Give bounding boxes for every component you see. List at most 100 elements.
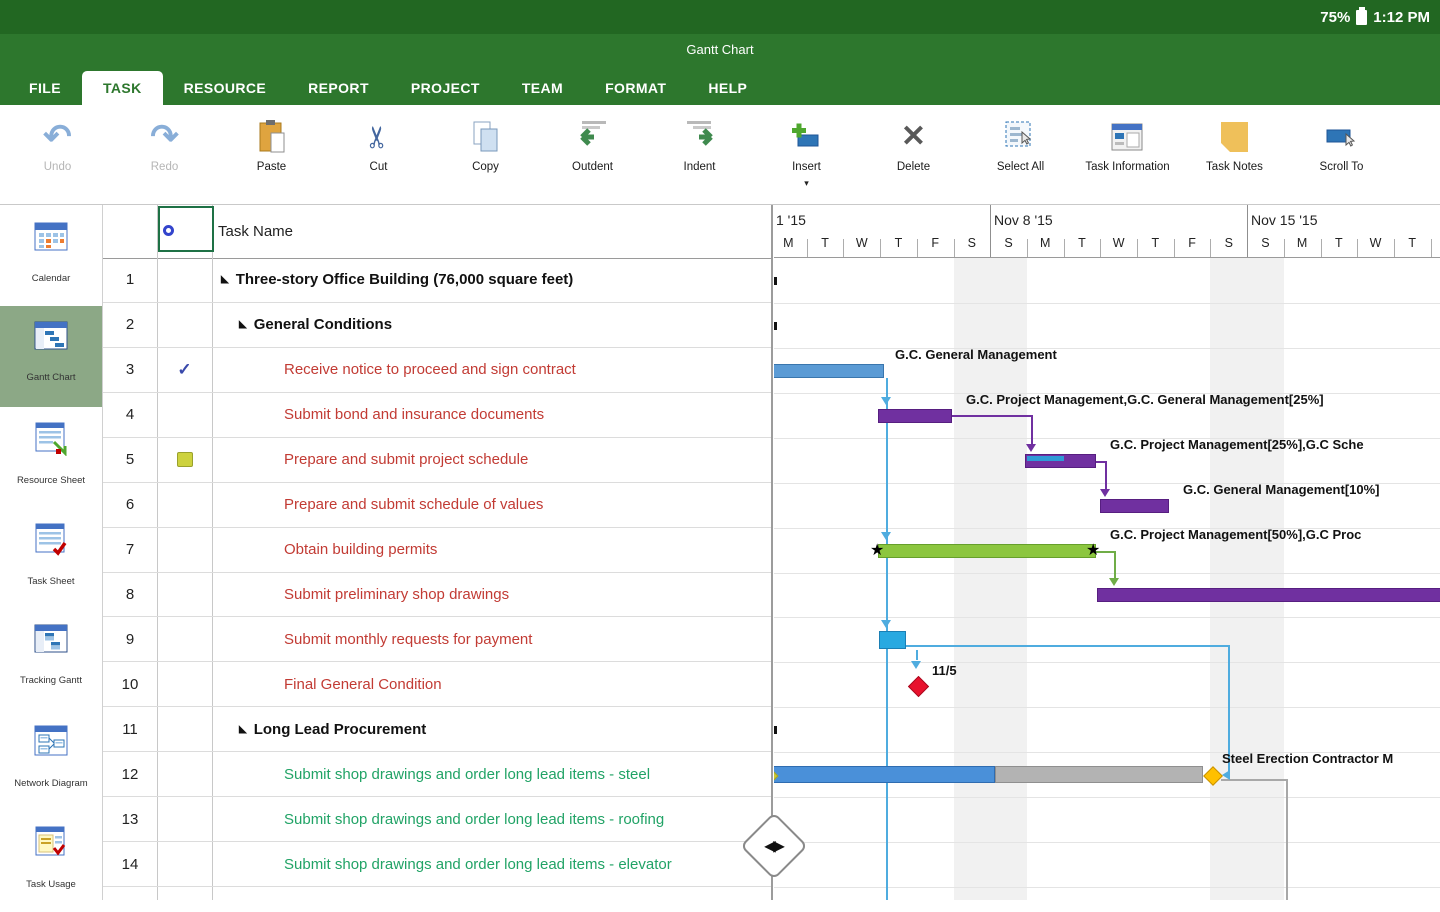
task-name-cell[interactable]: ◣ Long Lead Procurement [212, 707, 772, 751]
toolbar-button-delete[interactable]: ✕ Delete [860, 105, 967, 204]
task-name-cell[interactable]: Final General Condition [212, 662, 772, 706]
row-number[interactable]: 7 [125, 541, 135, 559]
task-name-cell[interactable]: Submit shop drawings and order long lead… [212, 797, 772, 841]
sidebar-item-tracking-gantt[interactable]: Tracking Gantt [0, 609, 102, 710]
menu-item-help[interactable]: HELP [708, 80, 748, 96]
task-bar[interactable] [878, 544, 1096, 558]
sidebar-item-task-sheet[interactable]: Task Sheet [0, 508, 102, 609]
summary-bar-stub[interactable] [774, 726, 777, 734]
table-row-13[interactable]: 13 Submit shop drawings and order long le… [103, 797, 772, 843]
summary-bar-stub[interactable] [774, 322, 777, 330]
sidebar-item-gantt-chart[interactable]: Gantt Chart [0, 306, 102, 407]
row-number[interactable]: 8 [125, 585, 135, 603]
indicator-cell[interactable] [157, 438, 212, 482]
menu-item-resource[interactable]: RESOURCE [183, 80, 267, 96]
row-number[interactable]: 5 [125, 451, 135, 469]
toolbar-button-undo[interactable]: ↶ Undo [4, 105, 111, 204]
row-number[interactable]: 4 [125, 406, 135, 424]
toolbar-button-select-all[interactable]: Select All [967, 105, 1074, 204]
task-name-cell[interactable]: Submit bond and insurance documents [212, 393, 772, 437]
table-row-4[interactable]: 4 Submit bond and insurance documents [103, 393, 772, 438]
toolbar-button-task-notes[interactable]: Task Notes [1181, 105, 1288, 204]
task-name-column-header[interactable]: Task Name [218, 223, 294, 240]
table-row-5[interactable]: 5 Prepare and submit project schedule [103, 438, 772, 483]
task-name-cell[interactable]: ◣ Three-story Office Building (76,000 squ… [212, 258, 772, 302]
table-row-3[interactable]: 3 ✓ Receive notice to proceed and sign con… [103, 348, 772, 393]
toolbar-button-task-information[interactable]: Task Information [1074, 105, 1181, 204]
table-row-10[interactable]: 10 Final General Condition [103, 662, 772, 708]
task-name-cell[interactable]: Submit shop drawings and order long lead… [212, 842, 772, 886]
table-row-9[interactable]: 9 Submit monthly requests for payment [103, 617, 772, 663]
task-bar[interactable] [878, 409, 952, 423]
toolbar-button-copy[interactable]: Copy [432, 105, 539, 204]
task-name-cell[interactable]: Submit preliminary shop drawings [212, 573, 772, 617]
progress-bar[interactable] [774, 766, 995, 783]
summary-bar-stub[interactable] [774, 277, 777, 285]
toolbar-button-cut[interactable]: ✂ Cut [325, 105, 432, 204]
indicator-cell[interactable] [157, 528, 212, 572]
indicator-cell[interactable] [157, 752, 212, 796]
indicator-cell[interactable] [157, 662, 212, 706]
menu-item-team[interactable]: TEAM [521, 80, 564, 96]
indicator-cell[interactable] [157, 707, 212, 751]
collapse-triangle-icon[interactable]: ◣ [221, 274, 229, 286]
indicator-cell[interactable] [157, 842, 212, 886]
toolbar-button-indent[interactable]: Indent [646, 105, 753, 204]
row-number[interactable]: 11 [122, 720, 138, 738]
collapse-triangle-icon[interactable]: ◣ [239, 319, 247, 331]
toolbar-button-redo[interactable]: ↷ Redo [111, 105, 218, 204]
table-row-11[interactable]: 11 ◣ Long Lead Procurement [103, 707, 772, 753]
row-number[interactable]: 6 [125, 496, 135, 514]
toolbar-button-paste[interactable]: Paste [218, 105, 325, 204]
row-number[interactable]: 3 [125, 361, 135, 379]
task-bar[interactable] [1100, 499, 1169, 513]
toolbar-button-outdent[interactable]: Outdent [539, 105, 646, 204]
task-bar[interactable] [879, 631, 906, 649]
table-row-1[interactable]: 1 ◣ Three-story Office Building (76,000 sq… [103, 258, 772, 303]
task-name-cell[interactable]: Submit monthly requests for payment [212, 617, 772, 661]
indicator-cell[interactable] [157, 483, 212, 527]
table-row-14[interactable]: 14 Submit shop drawings and order long le… [103, 842, 772, 887]
row-number[interactable]: 1 [125, 271, 135, 289]
task-bar[interactable] [1097, 588, 1440, 602]
sidebar-item-task-usage[interactable]: Task Usage [0, 811, 102, 912]
task-name-cell[interactable]: Prepare and submit schedule of values [212, 483, 772, 527]
pane-splitter[interactable] [771, 205, 773, 900]
menu-item-task[interactable]: TASK [81, 71, 163, 105]
row-number[interactable]: 2 [125, 316, 135, 334]
task-name-cell[interactable]: Prepare and submit project schedule [212, 438, 772, 482]
indicator-cell[interactable] [157, 573, 212, 617]
indicator-cell[interactable] [157, 258, 212, 302]
task-name-cell[interactable]: Obtain building permits [212, 528, 772, 572]
menu-item-report[interactable]: REPORT [308, 80, 369, 96]
milestone-diamond[interactable] [907, 675, 929, 697]
sidebar-item-calendar[interactable]: Calendar [0, 205, 102, 306]
row-number[interactable]: 14 [121, 855, 139, 873]
menu-item-project[interactable]: PROJECT [410, 80, 480, 96]
indicator-cell[interactable]: ✓ [157, 348, 212, 392]
menu-item-file[interactable]: FILE [29, 80, 61, 96]
table-row-8[interactable]: 8 Submit preliminary shop drawings [103, 573, 772, 618]
progress-bar[interactable] [1027, 456, 1064, 461]
task-name-cell[interactable]: Receive notice to proceed and sign contr… [212, 348, 772, 392]
collapse-triangle-icon[interactable]: ◣ [239, 723, 247, 735]
sidebar-item-resource-sheet[interactable]: Resource Sheet [0, 407, 102, 508]
task-name-cell[interactable]: ◣ General Conditions [212, 303, 772, 347]
task-bar[interactable] [774, 364, 884, 378]
sidebar-item-network-diagram[interactable]: Network Diagram [0, 710, 102, 811]
row-number[interactable]: 13 [121, 810, 139, 828]
row-number[interactable]: 12 [121, 765, 139, 783]
menu-item-format[interactable]: FORMAT [605, 80, 667, 96]
toolbar-button-insert[interactable]: Insert ▾ [753, 105, 860, 204]
toolbar-button-scroll-to[interactable]: Scroll To [1288, 105, 1395, 204]
row-number[interactable]: 10 [121, 675, 139, 693]
task-bar[interactable] [995, 766, 1203, 783]
task-name-cell[interactable]: Submit shop drawings and order long lead… [212, 752, 772, 796]
indicator-cell[interactable] [157, 797, 212, 841]
table-row-2[interactable]: 2 ◣ General Conditions [103, 303, 772, 348]
indicator-cell[interactable] [157, 303, 212, 347]
row-number[interactable]: 9 [125, 630, 135, 648]
table-row-12[interactable]: 12 Submit shop drawings and order long le… [103, 752, 772, 798]
indicator-cell[interactable] [157, 617, 212, 661]
table-row-7[interactable]: 7 Obtain building permits [103, 528, 772, 573]
